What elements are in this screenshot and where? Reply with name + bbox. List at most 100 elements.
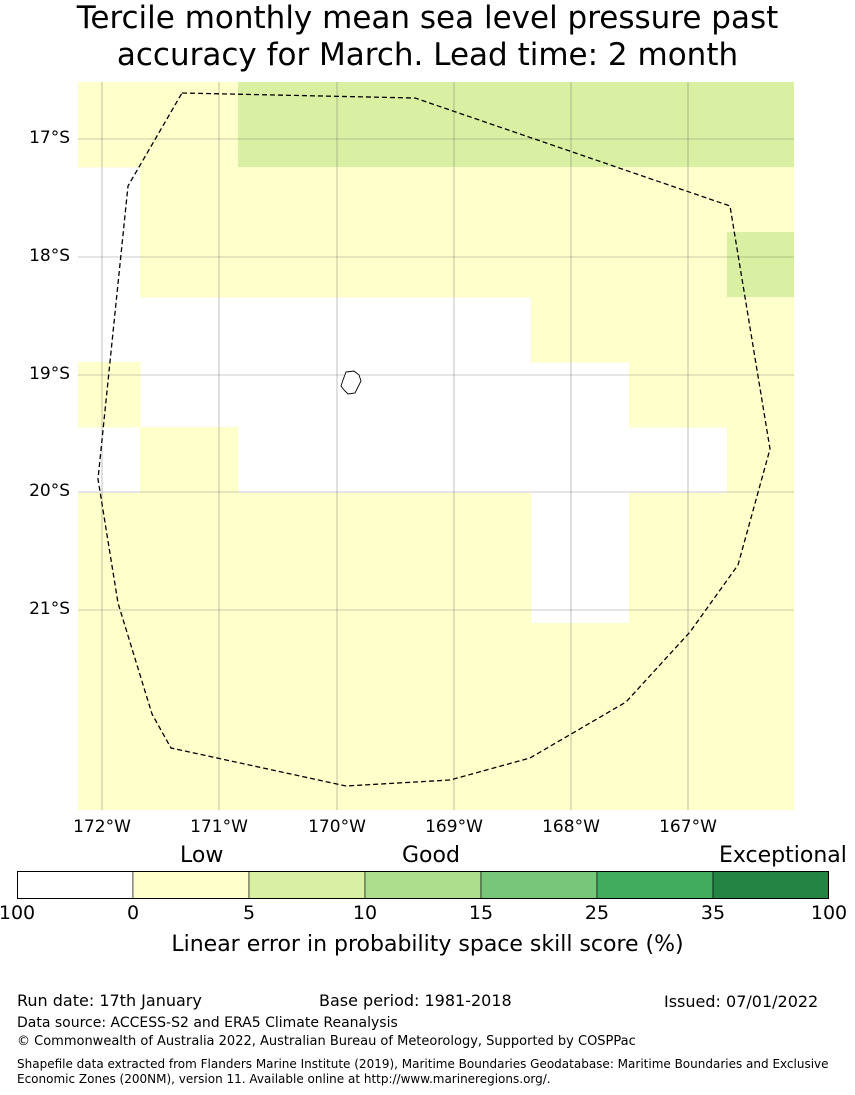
skill-cell (629, 362, 728, 428)
skill-cell (140, 82, 239, 168)
colorbar-tick: 5 (242, 902, 256, 924)
colorbar-swatch (248, 871, 366, 899)
eez-boundary (97, 92, 771, 787)
skill-cell (336, 688, 435, 810)
skill-cell (531, 82, 630, 168)
colorbar-tick: 100 (0, 902, 36, 924)
skill-cell (78, 688, 141, 810)
lon-label-171w: 171°W (190, 817, 248, 837)
skill-cell (140, 493, 239, 559)
skill-cell (727, 232, 794, 298)
skill-cell (434, 82, 532, 168)
category-good: Good (402, 843, 460, 868)
colorbar-tick: 100 (810, 902, 848, 924)
skill-cell (727, 688, 794, 810)
colorbar-tick: 25 (584, 902, 610, 924)
colorbar-swatch (712, 871, 829, 899)
skill-cell (336, 232, 435, 298)
colorbar-swatch (596, 871, 714, 899)
category-low: Low (180, 843, 224, 868)
skill-cell (140, 688, 239, 810)
lon-label-172w: 172°W (73, 817, 131, 837)
map-canvas (78, 82, 794, 810)
colorbar-title: Linear error in probability space skill … (171, 932, 684, 957)
skill-map (78, 82, 794, 810)
skill-cell (336, 493, 435, 559)
lon-label-168w: 168°W (542, 817, 600, 837)
skill-cell (629, 623, 728, 689)
category-exceptional: Exceptional (719, 843, 847, 868)
skill-cell (140, 558, 239, 624)
skill-cell (238, 623, 337, 689)
skill-cell (78, 362, 141, 428)
skill-cell (336, 82, 435, 168)
lon-label-167w: 167°W (659, 817, 717, 837)
skill-cell (531, 623, 630, 689)
skill-cell (531, 297, 630, 363)
base-period: Base period: 1981-2018 (319, 991, 512, 1010)
run-date: Run date: 17th January (17, 991, 202, 1010)
lat-label-17s: 17°S (29, 128, 70, 148)
skill-cell (434, 232, 532, 298)
skill-cell (140, 427, 239, 494)
skill-cell (434, 688, 532, 810)
skill-cell (434, 493, 532, 559)
skill-cell (434, 623, 532, 689)
skill-cell (727, 167, 794, 233)
skill-cell (629, 297, 728, 363)
colorbar-tick: 15 (468, 902, 494, 924)
skill-cell (238, 167, 337, 233)
skill-cell (238, 688, 337, 810)
skill-cell (727, 82, 794, 168)
colorbar-swatch (364, 871, 482, 899)
skill-cell (238, 558, 337, 624)
skill-cell (629, 82, 728, 168)
skill-cell (336, 623, 435, 689)
title-line-1: Tercile monthly mean sea level pressure … (76, 0, 779, 36)
skill-cell (336, 167, 435, 233)
skill-cell (78, 82, 141, 168)
skill-cell (531, 688, 630, 810)
skill-cell (336, 558, 435, 624)
lon-label-170w: 170°W (308, 817, 366, 837)
data-source: Data source: ACCESS-S2 and ERA5 Climate … (17, 1015, 398, 1031)
skill-cell (434, 558, 532, 624)
colorbar-tick: 0 (126, 902, 140, 924)
skill-cell (531, 232, 630, 298)
map-title: Tercile monthly mean sea level pressure … (0, 0, 855, 74)
skill-cell (78, 558, 141, 624)
colorbar-tick: 35 (700, 902, 726, 924)
lat-label-20s: 20°S (29, 481, 70, 501)
skill-cell (629, 558, 728, 624)
skill-cell (78, 493, 141, 559)
colorbar-swatch (480, 871, 598, 899)
lat-label-19s: 19°S (29, 364, 70, 384)
skill-cell (727, 493, 794, 559)
skill-cell (531, 167, 630, 233)
colorbar-swatch (132, 871, 250, 899)
issued-date: Issued: 07/01/2022 (664, 992, 819, 1011)
skill-cell (140, 623, 239, 689)
lon-label-169w: 169°W (425, 817, 483, 837)
skill-cell (629, 493, 728, 559)
skill-cell (140, 167, 239, 233)
title-line-2: accuracy for March. Lead time: 2 month (116, 37, 739, 73)
skill-cell (78, 623, 141, 689)
skill-cell (629, 232, 728, 298)
skill-cell (727, 362, 794, 428)
shapefile-credit: Shapefile data extracted from Flanders M… (17, 1057, 829, 1086)
skill-cell (727, 297, 794, 363)
skill-grid-cells (78, 82, 794, 810)
lat-label-18s: 18°S (29, 246, 70, 266)
skill-cell (629, 688, 728, 810)
skill-cell (727, 623, 794, 689)
skill-cell (727, 427, 794, 494)
niue-island (340, 370, 362, 395)
copyright: © Commonwealth of Australia 2022, Austra… (17, 1034, 636, 1049)
colorbar-border (17, 871, 829, 899)
colorbar-tick: 10 (352, 902, 378, 924)
colorbar-swatch (17, 871, 134, 899)
lat-label-21s: 21°S (29, 599, 70, 619)
skill-cell (434, 167, 532, 233)
colorbar (17, 871, 829, 899)
